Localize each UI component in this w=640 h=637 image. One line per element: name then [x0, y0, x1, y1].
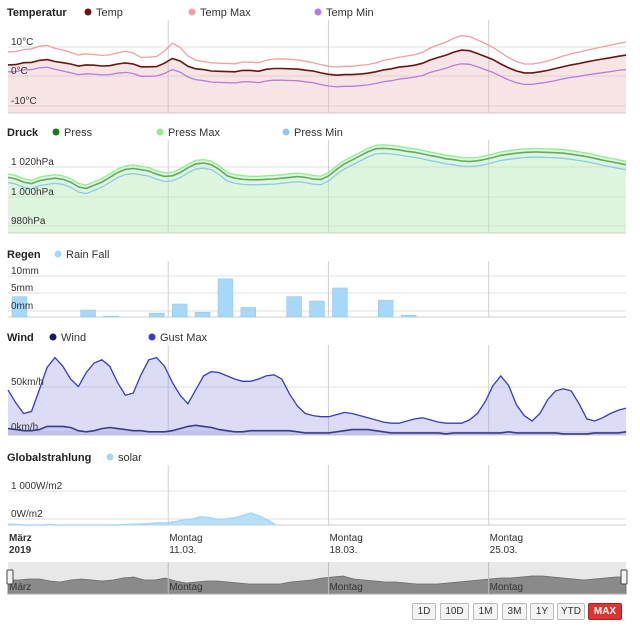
navigator-label: März: [9, 582, 31, 593]
legend-label-gust-max: Gust Max: [160, 332, 208, 344]
legend-label-press-min: Press Min: [294, 127, 343, 139]
range-button-1m[interactable]: 1M: [473, 603, 498, 620]
series-line-gust-max: [7, 356, 627, 424]
navigator-series: [7, 575, 627, 595]
range-button-10d[interactable]: 10D: [440, 603, 469, 620]
legend-marker: [188, 8, 196, 16]
y-tick-label: 5mm: [11, 283, 33, 294]
series-line-press: [7, 147, 627, 190]
x-axis-label: März: [9, 533, 32, 544]
navigator-label: Montag: [329, 582, 362, 593]
legend-marker: [52, 128, 60, 136]
y-tick-label: 0W/m2: [11, 509, 43, 520]
y-tick-label: -10°C: [11, 96, 37, 107]
rain-bar: [309, 300, 325, 318]
legend-marker: [84, 8, 92, 16]
series-line-temp-max: [7, 35, 627, 68]
range-button-ytd[interactable]: YTD: [557, 603, 585, 620]
legend-label-press-max: Press Max: [168, 127, 220, 139]
panel-druck: [7, 128, 627, 234]
x-axis-label: 11.03.: [169, 545, 196, 556]
series-area-press-max: [8, 144, 626, 233]
panel-title: Regen: [7, 249, 41, 261]
x-axis-label: Montag: [329, 533, 362, 544]
series-line-wind: [7, 424, 627, 435]
x-axis-label: Montag: [490, 533, 523, 544]
rain-bar: [332, 287, 348, 318]
panel-title: Druck: [7, 127, 39, 139]
legend-marker: [106, 453, 114, 461]
rain-bar: [400, 315, 417, 318]
x-axis-label: 18.03.: [329, 545, 357, 556]
series-line-temp-min: [7, 63, 627, 88]
y-tick-label: 10°C: [11, 37, 33, 48]
y-tick-label: 1 000W/m2: [11, 481, 63, 492]
panel-temperatur: [7, 8, 627, 114]
y-tick-label: 50km/h: [11, 377, 44, 388]
rain-bar: [11, 296, 28, 318]
series-line-temp: [7, 49, 627, 77]
range-button-3m[interactable]: 3M: [502, 603, 527, 620]
panel-title: Wind: [7, 332, 34, 344]
panel-title: Globalstrahlung: [7, 452, 91, 464]
legend-label-temp-min: Temp Min: [326, 7, 374, 19]
legend-marker: [49, 333, 57, 341]
series-line-press-min: [7, 152, 627, 195]
navigator-handle[interactable]: [6, 569, 14, 585]
rain-bar: [217, 278, 234, 318]
series-line-press-max: [7, 144, 627, 186]
legend-marker: [282, 128, 290, 136]
legend-label-wind: Wind: [61, 332, 86, 344]
y-tick-label: 980hPa: [11, 216, 46, 227]
panel-wind: [7, 333, 627, 436]
y-tick-label: 0km/h: [11, 422, 38, 433]
legend-marker: [314, 8, 322, 16]
rain-bar: [171, 303, 188, 318]
legend-label-press: Press: [64, 127, 93, 139]
rain-bar: [377, 299, 394, 318]
range-button-1d[interactable]: 1D: [412, 603, 436, 620]
legend-label-temp: Temp: [96, 7, 123, 19]
series-line-solar: [7, 512, 277, 526]
range-button-1y[interactable]: 1Y: [530, 603, 554, 620]
y-tick-label: 1 020hPa: [11, 157, 54, 168]
x-axis-label: 2019: [9, 545, 32, 556]
series-area-solar: [8, 513, 276, 525]
legend-marker: [156, 128, 164, 136]
rain-bar: [149, 312, 165, 318]
x-axis-label: Montag: [169, 533, 202, 544]
range-button-max[interactable]: MAX: [588, 603, 622, 620]
navigator-label: Montag: [490, 582, 523, 593]
panel-regen: [8, 250, 626, 318]
rain-bar: [194, 311, 211, 318]
y-tick-label: 1 000hPa: [11, 187, 54, 198]
y-tick-label: 0°C: [11, 66, 28, 77]
panel-title: Temperatur: [7, 7, 67, 19]
series-area-gust-max: [8, 357, 626, 435]
legend-label-temp-max: Temp Max: [200, 7, 251, 19]
series-area-temp: [8, 50, 626, 113]
navigator-handle[interactable]: [620, 569, 628, 585]
navigator-label: Montag: [169, 582, 202, 593]
legend-label-rain-fall: Rain Fall: [66, 249, 109, 261]
rain-bar: [80, 309, 96, 318]
legend-marker: [54, 250, 62, 258]
y-tick-label: 0mm: [11, 301, 33, 312]
rain-bar: [240, 307, 257, 318]
rain-bar: [103, 315, 119, 318]
legend-marker: [148, 333, 156, 341]
x-axis-label: 25.03.: [490, 545, 518, 556]
legend-label-solar: solar: [118, 452, 142, 464]
panel-globalstrahlung: [7, 453, 626, 526]
rain-bar: [286, 296, 302, 318]
y-tick-label: 10mm: [11, 266, 39, 277]
